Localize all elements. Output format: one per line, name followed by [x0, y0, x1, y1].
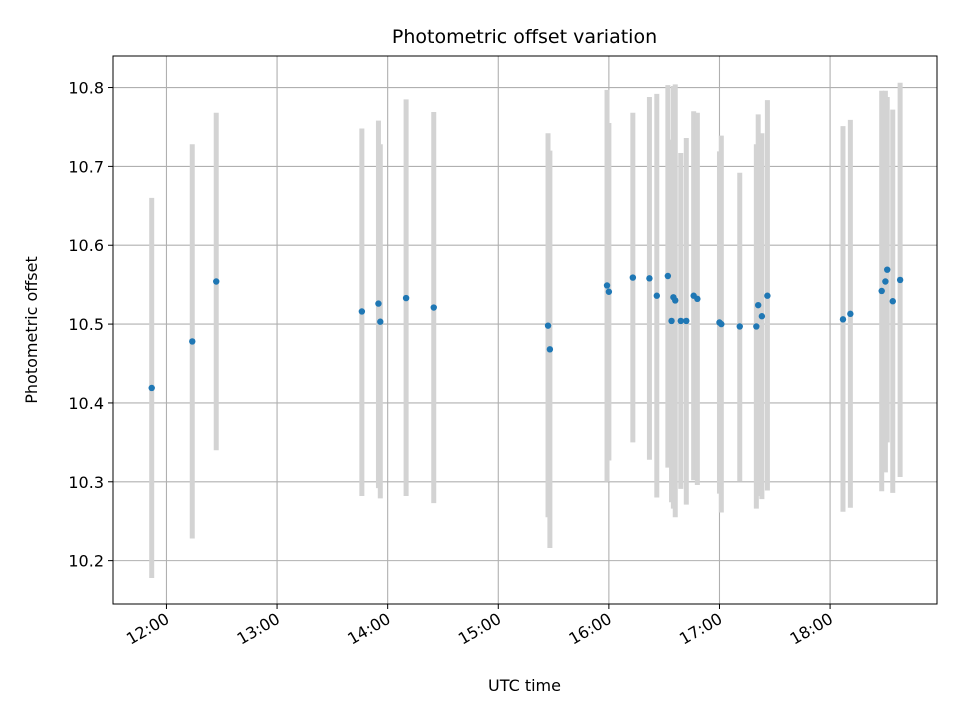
data-point [882, 278, 889, 285]
data-point [672, 297, 679, 304]
data-point [839, 316, 847, 323]
x-axis-title: UTC time [488, 676, 561, 695]
data-points [148, 266, 904, 392]
data-point [847, 310, 854, 318]
y-tick-label: 10.6 [68, 236, 104, 255]
data-point [878, 287, 885, 295]
data-point [694, 295, 701, 303]
data-point [718, 320, 725, 328]
y-tick-label: 10.5 [68, 315, 104, 334]
data-point [544, 322, 552, 329]
chart-title: Photometric offset variation [392, 26, 657, 48]
data-point [753, 323, 760, 330]
y-tick-label: 10.8 [68, 79, 104, 98]
data-point [664, 272, 672, 280]
data-point [402, 294, 410, 302]
data-point [758, 313, 766, 320]
data-point [754, 301, 762, 309]
data-point [653, 292, 661, 299]
data-point [677, 317, 684, 325]
data-point [430, 304, 437, 311]
data-point [189, 338, 196, 345]
data-point [668, 317, 675, 325]
y-tick-label: 10.3 [68, 473, 104, 492]
data-point [629, 274, 637, 281]
y-tick-label: 10.7 [68, 157, 104, 176]
data-point [683, 317, 690, 325]
data-point [213, 278, 220, 285]
data-point [605, 288, 613, 295]
data-point [884, 266, 891, 273]
y-tick-label: 10.2 [68, 552, 104, 571]
data-point [546, 346, 554, 353]
data-point [889, 298, 896, 305]
data-point [148, 384, 155, 392]
y-axis-title: Photometric offset [22, 256, 41, 404]
data-point [377, 318, 384, 325]
data-point [358, 308, 366, 315]
data-point [603, 282, 611, 289]
y-tick-label: 10.4 [68, 394, 104, 413]
data-point [375, 300, 382, 307]
plot-frame [112, 55, 938, 605]
data-point [736, 323, 743, 330]
data-point [764, 292, 771, 299]
data-point [896, 276, 904, 284]
y-axis: 10.2 10.3 10.4 10.5 10.6 10.7 10.8 [68, 79, 113, 571]
data-point [646, 275, 653, 282]
